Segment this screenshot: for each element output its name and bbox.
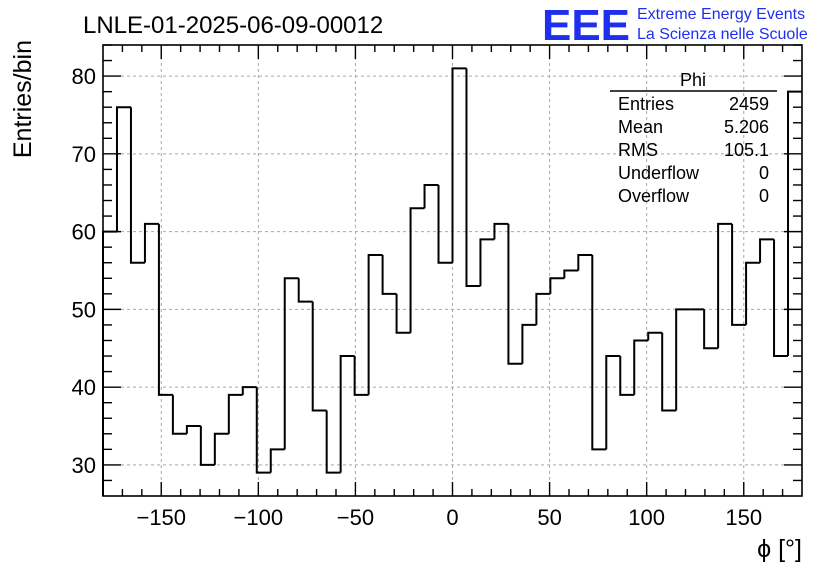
histogram-bin <box>465 68 481 288</box>
histogram-bin <box>521 323 537 364</box>
axis-ticks: −150 −100 −50 0 50 100 150 30 40 50 60 70 80 <box>72 44 802 530</box>
x-tick-label: 100 <box>628 505 665 530</box>
histogram-bin <box>241 386 257 395</box>
histogram-series <box>102 67 802 496</box>
y-tick-label: 50 <box>72 297 96 322</box>
histogram-bin <box>227 393 243 434</box>
histogram-bin <box>577 253 593 271</box>
stats-mean-label: Mean <box>618 117 663 137</box>
histogram-bin <box>185 425 201 434</box>
y-tick-label: 70 <box>72 142 96 167</box>
y-axis-title: Entries/bin <box>9 40 37 158</box>
histogram-bin <box>367 253 383 395</box>
histogram-bin <box>381 254 397 295</box>
histogram-bin <box>437 184 453 264</box>
histogram-bin <box>325 410 341 474</box>
x-tick-label: 50 <box>537 505 561 530</box>
histogram-bin <box>311 301 327 412</box>
x-tick-label: 0 <box>446 505 458 530</box>
histogram-bin <box>647 331 663 341</box>
histogram-bin <box>423 183 439 209</box>
chart-title: LNLE-01-2025-06-09-00012 <box>83 12 383 39</box>
histogram-bin <box>493 222 509 240</box>
histogram-bin <box>129 107 145 264</box>
histogram-bin <box>745 261 761 325</box>
histogram-bin <box>143 222 159 263</box>
histogram-bin <box>157 223 173 396</box>
histogram-bin <box>591 254 607 451</box>
stats-entries-label: Entries <box>618 94 674 114</box>
stats-underflow-value: 0 <box>759 163 769 183</box>
histogram-bin <box>115 106 131 232</box>
x-tick-label: −150 <box>136 505 186 530</box>
x-tick-label: −100 <box>234 505 284 530</box>
histogram-bin <box>297 278 313 303</box>
eee-logo-line1: Extreme Energy Events <box>637 6 805 23</box>
histogram-bin <box>549 277 565 294</box>
histogram-bin <box>703 309 719 350</box>
stats-rms-label: RMS <box>618 140 658 160</box>
eee-logo-line2: La Scienza nelle Scuole <box>637 26 808 43</box>
y-tick-label: 80 <box>72 64 96 89</box>
histogram-bin <box>339 355 355 473</box>
histogram-bin <box>353 356 369 396</box>
x-tick-label: 150 <box>725 505 762 530</box>
y-tick-label: 40 <box>72 375 96 400</box>
histogram-bin <box>731 223 747 326</box>
histogram-bin <box>535 292 551 325</box>
histogram-bin <box>171 394 187 435</box>
histogram-bin <box>269 448 285 473</box>
histogram-bin <box>199 426 215 466</box>
x-tick-label: −50 <box>337 505 374 530</box>
stats-overflow-label: Overflow <box>618 186 690 206</box>
histogram-bin <box>409 207 425 333</box>
histogram-bin <box>255 387 271 474</box>
y-tick-label: 60 <box>72 220 96 245</box>
stats-entries-value: 2459 <box>729 94 769 114</box>
histogram-bin <box>213 432 229 465</box>
histogram-bin <box>507 223 523 365</box>
stats-mean-value: 5.206 <box>724 117 769 137</box>
histogram-bin <box>717 222 733 349</box>
x-axis-title: ϕ [°] <box>757 535 802 563</box>
histogram-bin <box>619 356 635 396</box>
eee-logo: EEE Extreme Energy Events La Scienza nel… <box>542 1 808 50</box>
histogram-bin <box>479 238 495 287</box>
eee-logo-mark: EEE <box>542 1 630 50</box>
histogram-bin <box>661 332 677 412</box>
histogram-bin <box>675 308 691 411</box>
stats-rms-value: 105.1 <box>724 140 769 160</box>
histogram-bin <box>283 277 299 450</box>
histogram-bin <box>605 355 621 450</box>
histogram-bin <box>773 239 789 358</box>
histogram-bin <box>633 339 649 395</box>
histogram-bin <box>451 67 467 263</box>
stats-underflow-label: Underflow <box>618 163 700 183</box>
y-tick-label: 30 <box>72 453 96 478</box>
histogram-bin <box>759 238 775 263</box>
histogram-bin <box>395 293 411 334</box>
stats-box: Phi Entries 2459 Mean 5.206 RMS 105.1 Un… <box>610 70 777 206</box>
stats-overflow-value: 0 <box>759 186 769 206</box>
histogram-bin <box>563 269 579 279</box>
stats-title: Phi <box>680 70 706 90</box>
